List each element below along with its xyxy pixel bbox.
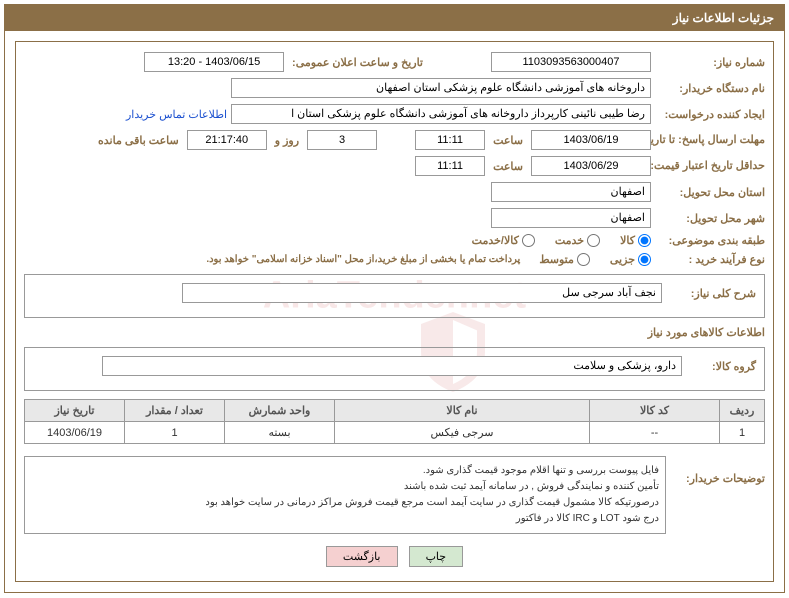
th-code: کد کالا: [590, 400, 720, 422]
main-panel: جزئیات اطلاعات نیاز شماره نیاز: 11030935…: [4, 4, 785, 593]
need-number-label: شماره نیاز:: [655, 56, 765, 69]
announce-label: تاریخ و ساعت اعلان عمومی:: [288, 56, 423, 69]
content-area: شماره نیاز: 1103093563000407 تاریخ و ساع…: [15, 41, 774, 582]
cell-name: سرجی فیکس: [335, 422, 590, 444]
row-requester: ایجاد کننده درخواست: رضا طیبی نائینی کار…: [24, 104, 765, 124]
table-header-row: ردیف کد کالا نام کالا واحد شمارش تعداد /…: [25, 400, 765, 422]
row-purchase-type: نوع فرآیند خرید : جزیی متوسط پرداخت تمام…: [24, 253, 765, 266]
requester-label: ایجاد کننده درخواست:: [655, 108, 765, 121]
validity-hour: 11:11: [415, 156, 485, 176]
th-row: ردیف: [720, 400, 765, 422]
requester-value: رضا طیبی نائینی کارپرداز داروخانه های آم…: [231, 104, 651, 124]
purchase-type-label: نوع فرآیند خرید :: [655, 253, 765, 266]
purchase-type-radio-group: جزیی متوسط: [539, 253, 651, 266]
remaining-label: ساعت باقی مانده: [94, 134, 183, 147]
reply-date: 1403/06/19: [531, 130, 651, 150]
items-section: گروه کالا: دارو، پزشکی و سلامت: [24, 347, 765, 391]
cell-date: 1403/06/19: [25, 422, 125, 444]
row-category: طبقه بندی موضوعی: کالا خدمت کالا/خدمت: [24, 234, 765, 247]
province-label: استان محل تحویل:: [655, 186, 765, 199]
buyer-desc-label: توضیحات خریدار:: [670, 452, 765, 485]
cell-qty: 1: [125, 422, 225, 444]
row-summary: شرح کلی نیاز: نجف آباد سرجی سل: [33, 283, 756, 303]
announce-value: 1403/06/15 - 13:20: [144, 52, 284, 72]
row-buyer: نام دستگاه خریدار: داروخانه های آموزشی د…: [24, 78, 765, 98]
days-label: روز و: [271, 134, 303, 147]
validity-date: 1403/06/29: [531, 156, 651, 176]
radio-service-input[interactable]: [587, 234, 600, 247]
validity-label: حداقل تاریخ اعتبار قیمت: تا تاریخ:: [655, 159, 765, 173]
contact-link[interactable]: اطلاعات تماس خریدار: [126, 108, 227, 121]
need-number-value: 1103093563000407: [491, 52, 651, 72]
radio-small[interactable]: جزیی: [610, 253, 651, 266]
items-title: اطلاعات کالاهای مورد نیاز: [24, 326, 765, 339]
radio-both[interactable]: کالا/خدمت: [472, 234, 535, 247]
reply-hour: 11:11: [415, 130, 485, 150]
cell-row: 1: [720, 422, 765, 444]
print-button[interactable]: چاپ: [409, 546, 464, 567]
summary-value: نجف آباد سرجی سل: [182, 283, 662, 303]
button-row: چاپ بازگشت: [24, 546, 765, 567]
remaining-time: 21:17:40: [187, 130, 267, 150]
items-table: ردیف کد کالا نام کالا واحد شمارش تعداد /…: [24, 399, 765, 444]
buyer-desc-box: فایل پیوست بررسی و تنها اقلام موجود قیمت…: [24, 456, 666, 534]
th-qty: تعداد / مقدار: [125, 400, 225, 422]
category-label: طبقه بندی موضوعی:: [655, 234, 765, 247]
cell-code: --: [590, 422, 720, 444]
hour-label-1: ساعت: [489, 134, 527, 147]
row-group: گروه کالا: دارو، پزشکی و سلامت: [33, 356, 756, 376]
panel-header: جزئیات اطلاعات نیاز: [5, 5, 784, 31]
days-count: 3: [307, 130, 377, 150]
table-row: 1 -- سرجی فیکس بسته 1 1403/06/19: [25, 422, 765, 444]
city-value: اصفهان: [491, 208, 651, 228]
summary-label: شرح کلی نیاز:: [666, 287, 756, 300]
radio-service[interactable]: خدمت: [555, 234, 600, 247]
summary-section: AriaTender.net شرح کلی نیاز: نجف آباد سر…: [24, 274, 765, 318]
row-need-number: شماره نیاز: 1103093563000407 تاریخ و ساع…: [24, 52, 765, 72]
radio-medium[interactable]: متوسط: [539, 253, 590, 266]
radio-both-input[interactable]: [522, 234, 535, 247]
reply-deadline-label: مهلت ارسال پاسخ: تا تاریخ:: [655, 133, 765, 147]
category-radio-group: کالا خدمت کالا/خدمت: [472, 234, 651, 247]
th-unit: واحد شمارش: [225, 400, 335, 422]
th-name: نام کالا: [335, 400, 590, 422]
th-date: تاریخ نیاز: [25, 400, 125, 422]
buyer-label: نام دستگاه خریدار:: [655, 82, 765, 95]
cell-unit: بسته: [225, 422, 335, 444]
city-label: شهر محل تحویل:: [655, 212, 765, 225]
row-buyer-desc: توضیحات خریدار: فایل پیوست بررسی و تنها …: [24, 452, 765, 534]
row-validity: حداقل تاریخ اعتبار قیمت: تا تاریخ: 1403/…: [24, 156, 765, 176]
row-reply-deadline: مهلت ارسال پاسخ: تا تاریخ: 1403/06/19 سا…: [24, 130, 765, 150]
radio-small-input[interactable]: [638, 253, 651, 266]
row-city: شهر محل تحویل: اصفهان: [24, 208, 765, 228]
group-value: دارو، پزشکی و سلامت: [102, 356, 682, 376]
row-province: استان محل تحویل: اصفهان: [24, 182, 765, 202]
hour-label-2: ساعت: [489, 160, 527, 173]
province-value: اصفهان: [491, 182, 651, 202]
radio-medium-input[interactable]: [577, 253, 590, 266]
group-label: گروه کالا:: [686, 360, 756, 373]
buyer-value: داروخانه های آموزشی دانشگاه علوم پزشکی ا…: [231, 78, 651, 98]
payment-note: پرداخت تمام یا بخشی از مبلغ خرید،از محل …: [206, 254, 520, 265]
radio-goods[interactable]: کالا: [620, 234, 651, 247]
back-button[interactable]: بازگشت: [326, 546, 398, 567]
radio-goods-input[interactable]: [638, 234, 651, 247]
